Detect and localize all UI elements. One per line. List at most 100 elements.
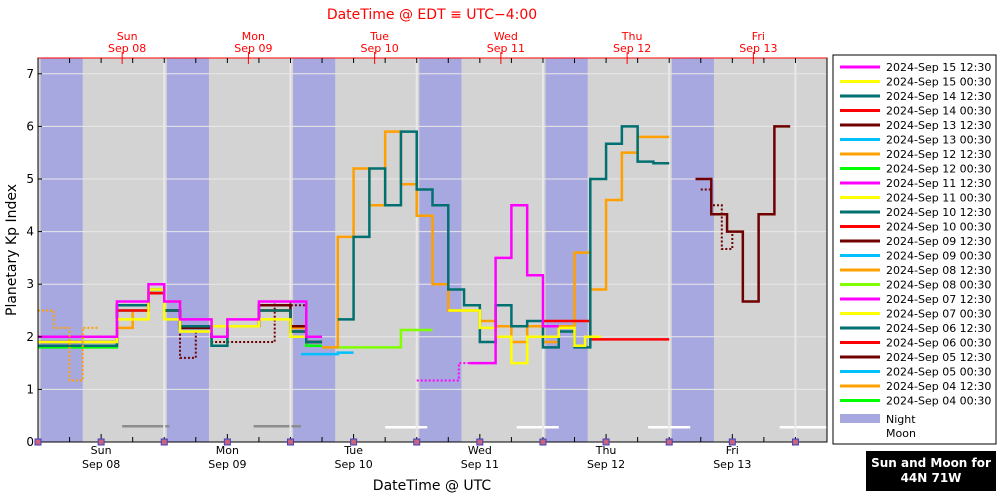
top-date-label: Sep 13 <box>739 42 777 55</box>
moon-bars <box>122 424 827 429</box>
sun-event-marker <box>97 438 105 446</box>
top-day-label: Mon <box>242 30 265 43</box>
location-badge <box>866 451 996 491</box>
x-date-label: Sep 12 <box>587 458 625 471</box>
legend-entry: 2024-Sep 12 00:30 <box>886 163 991 176</box>
sun-event-marker <box>476 438 484 446</box>
location-label-line1: Sun and Moon for <box>871 456 991 470</box>
sun-event-marker <box>286 438 294 446</box>
legend-entry: 2024-Sep 08 00:30 <box>886 279 991 292</box>
legend-entry: 2024-Sep 13 12:30 <box>886 119 991 132</box>
x-date-label: Sep 10 <box>334 458 372 471</box>
sun-event-marker <box>413 438 421 446</box>
night-band-3 <box>293 58 336 442</box>
x-day-label: Mon <box>216 444 239 457</box>
location-label-line2: 44N 71W <box>901 471 962 485</box>
top-date-label: Sep 08 <box>108 42 146 55</box>
top-date-label: Sep 09 <box>234 42 272 55</box>
legend-entry: 2024-Sep 14 00:30 <box>886 105 991 118</box>
night-band-5 <box>545 58 588 442</box>
legend-entry-extra: Night <box>886 413 916 426</box>
chart-title: DateTime @ EDT ≡ UTC−4:00 <box>327 7 537 23</box>
x-axis-label: DateTime @ UTC <box>373 478 492 494</box>
legend-entry: 2024-Sep 11 00:30 <box>886 192 991 205</box>
sun-event-marker <box>223 438 231 446</box>
series-forecast-line <box>416 362 475 382</box>
night-bands <box>40 58 714 442</box>
sun-event-marker <box>539 438 547 446</box>
x-date-label: Sep 08 <box>82 458 120 471</box>
x-day-label: Fri <box>726 444 739 457</box>
night-band-1 <box>40 58 83 442</box>
x-day-label: Wed <box>468 444 492 457</box>
legend-entry: 2024-Sep 05 12:30 <box>886 351 991 364</box>
legend-entry: 2024-Sep 08 12:30 <box>886 264 991 277</box>
y-tick-label: 5 <box>26 172 34 186</box>
y-tick-label: 2 <box>26 330 34 344</box>
sun-event-marker <box>350 438 358 446</box>
legend-entry: 2024-Sep 13 00:30 <box>886 134 991 147</box>
top-day-label: Thu <box>621 30 643 43</box>
x-day-label: Thu <box>595 444 617 457</box>
legend-entry: 2024-Sep 12 12:30 <box>886 148 991 161</box>
legend-entry-extra: Moon <box>886 427 916 440</box>
legend-entry: 2024-Sep 09 00:30 <box>886 250 991 263</box>
sun-event-marker <box>160 438 168 446</box>
sun-event-marker <box>728 438 736 446</box>
x-day-label: Tue <box>343 444 363 457</box>
legend-entry: 2024-Sep 10 00:30 <box>886 221 991 234</box>
legend-swatch-extra <box>840 428 880 437</box>
y-axis-label: Planetary Kp Index <box>4 184 20 316</box>
night-band-4 <box>419 58 462 442</box>
legend-entry: 2024-Sep 05 00:30 <box>886 366 991 379</box>
legend-entry: 2024-Sep 06 12:30 <box>886 322 991 335</box>
legend-entry: 2024-Sep 09 12:30 <box>886 235 991 248</box>
night-band-2 <box>166 58 209 442</box>
legend-entry: 2024-Sep 07 00:30 <box>886 308 991 321</box>
legend-entry: 2024-Sep 15 12:30 <box>886 61 991 74</box>
series-line <box>337 125 670 349</box>
series-line <box>301 351 354 356</box>
legend-entry: 2024-Sep 14 12:30 <box>886 90 991 103</box>
legend-entry: 2024-Sep 15 00:30 <box>886 76 991 89</box>
sun-event-marker <box>791 438 799 446</box>
top-day-label: Tue <box>369 30 389 43</box>
x-day-label: Sun <box>91 444 112 457</box>
x-date-label: Sep 11 <box>461 458 499 471</box>
top-date-label: Sep 11 <box>487 42 525 55</box>
y-tick-label: 1 <box>26 382 34 396</box>
sun-event-marker <box>34 438 42 446</box>
top-day-label: Wed <box>494 30 518 43</box>
y-tick-label: 3 <box>26 277 34 291</box>
legend-entry: 2024-Sep 10 12:30 <box>886 206 991 219</box>
top-day-label: Sun <box>117 30 138 43</box>
series-line <box>38 282 323 339</box>
legend-entry: 2024-Sep 06 00:30 <box>886 337 991 350</box>
series-lines <box>38 125 791 382</box>
night-band-6 <box>671 58 714 442</box>
sun-event-marker <box>665 438 673 446</box>
legend-swatch-extra <box>840 414 880 423</box>
y-tick-label: 6 <box>26 119 34 133</box>
top-date-label: Sep 10 <box>361 42 399 55</box>
series-line <box>337 328 433 349</box>
top-day-label: Fri <box>752 30 765 43</box>
legend-box <box>832 54 997 445</box>
legend-entry: 2024-Sep 04 00:30 <box>886 395 991 408</box>
x-date-label: Sep 09 <box>208 458 246 471</box>
y-tick-label: 7 <box>26 67 34 81</box>
series-line <box>448 309 601 365</box>
legend-entry: 2024-Sep 04 12:30 <box>886 380 991 393</box>
y-tick-label: 4 <box>26 225 34 239</box>
x-date-label: Sep 13 <box>713 458 751 471</box>
series-forecast-line <box>700 188 759 303</box>
series-line <box>469 204 559 365</box>
top-date-label: Sep 12 <box>613 42 651 55</box>
legend-entry: 2024-Sep 07 12:30 <box>886 293 991 306</box>
y-tick-label: 0 <box>26 435 34 449</box>
sun-event-marker <box>602 438 610 446</box>
legend-entry: 2024-Sep 11 12:30 <box>886 177 991 190</box>
